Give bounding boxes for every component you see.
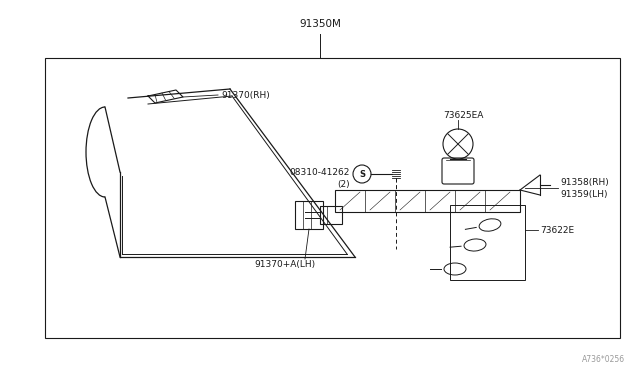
Text: A736*0256: A736*0256 — [582, 356, 625, 365]
Text: 91359(LH): 91359(LH) — [560, 189, 607, 199]
Bar — [45, 58, 620, 338]
Text: 91350M: 91350M — [299, 19, 341, 29]
Text: (2): (2) — [337, 180, 350, 189]
Text: 91358(RH): 91358(RH) — [560, 177, 609, 186]
Text: 91370+A(LH): 91370+A(LH) — [255, 260, 316, 269]
Bar — [320, 206, 342, 224]
Bar — [295, 201, 323, 229]
Text: S: S — [359, 170, 365, 179]
Text: 08310-41262: 08310-41262 — [290, 167, 350, 176]
Bar — [335, 190, 520, 212]
Bar — [450, 205, 525, 280]
Text: 73625EA: 73625EA — [443, 111, 483, 120]
Text: 91370(RH): 91370(RH) — [221, 90, 269, 99]
Text: 73622E: 73622E — [540, 225, 574, 234]
